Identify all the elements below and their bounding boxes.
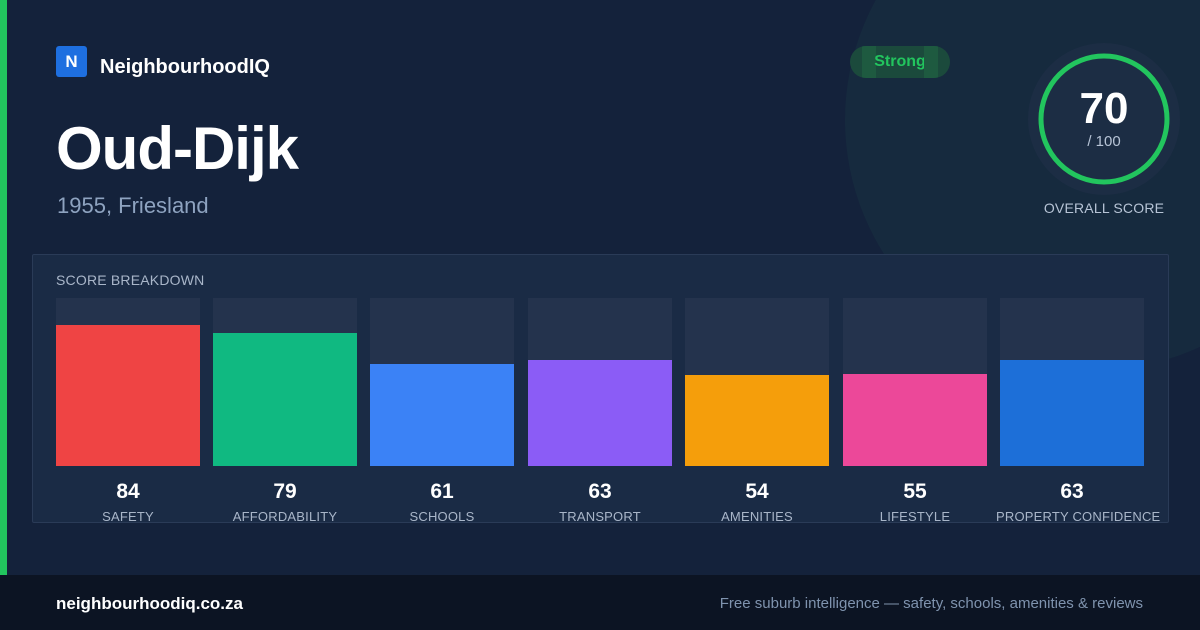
- footer: neighbourhoodiq.co.za Free suburb intell…: [0, 575, 1200, 630]
- page-title: Oud-Dijk: [56, 115, 299, 182]
- bar-fill: [685, 375, 829, 466]
- bar-value: 84: [116, 480, 140, 503]
- bar-label: LIFESTYLE: [879, 509, 951, 524]
- overall-score-value: 70: [1079, 84, 1129, 133]
- bar-track: [56, 298, 200, 466]
- bar-fill: [213, 333, 357, 466]
- bar-label: PROPERTY CONFIDENCE: [996, 509, 1161, 524]
- score-bar-property-confidence: 63 PROPERTY CONFIDENCE: [996, 298, 1160, 524]
- overall-score-max: / 100: [1087, 133, 1121, 150]
- accent-bar: [0, 0, 7, 575]
- bar-fill: [528, 360, 672, 466]
- bar-track: [843, 298, 987, 466]
- score-bar-affordability: 79 AFFORDABILITY: [213, 298, 357, 524]
- bar-fill: [843, 374, 987, 466]
- bar-value: 63: [1060, 480, 1084, 503]
- footer-tagline: Free suburb intelligence — safety, schoo…: [719, 595, 1143, 612]
- bar-value: 54: [745, 480, 769, 503]
- bar-label: AMENITIES: [721, 509, 793, 524]
- bar-fill: [1000, 360, 1144, 466]
- bar-label: AFFORDABILITY: [232, 509, 338, 524]
- bar-value: 79: [273, 480, 297, 503]
- overall-score-label: OVERALL SCORE: [1043, 200, 1165, 216]
- score-bar-lifestyle: 55 LIFESTYLE: [843, 298, 987, 524]
- bar-track: [213, 298, 357, 466]
- bar-value: 63: [588, 480, 612, 503]
- score-bar-schools: 61 SCHOOLS: [370, 298, 514, 524]
- rating-badge: Strong: [850, 46, 950, 78]
- bar-track: [1000, 298, 1144, 466]
- place-subtitle: 1955, Friesland: [57, 193, 209, 218]
- breakdown-title: SCORE BREAKDOWN: [56, 272, 205, 288]
- gauge-background: [1028, 43, 1180, 195]
- bar-track: [370, 298, 514, 466]
- gauge-arc: [1038, 53, 1170, 185]
- bar-track: [528, 298, 672, 466]
- bar-fill: [370, 364, 514, 466]
- score-breakdown-panel: SCORE BREAKDOWN 84 SAFETY 79 AFFORDABILI…: [32, 254, 1169, 524]
- bar-fill: [56, 325, 200, 466]
- brand-name[interactable]: NeighbourhoodIQ: [100, 56, 270, 78]
- rating-label: Strong: [874, 53, 926, 70]
- score-bar-transport: 63 TRANSPORT: [528, 298, 672, 524]
- overall-score-gauge: [1028, 43, 1180, 195]
- bar-track: [685, 298, 829, 466]
- bar-label: SAFETY: [102, 509, 154, 524]
- share-card: N NeighbourhoodIQ Oud-Dijk 1955, Friesla…: [0, 0, 1180, 575]
- score-bar-amenities: 54 AMENITIES: [685, 298, 829, 524]
- bar-value: 61: [430, 480, 454, 503]
- footer-domain-link[interactable]: neighbourhoodiq.co.za: [56, 594, 243, 613]
- logo-icon: N: [56, 46, 87, 77]
- bar-label: SCHOOLS: [409, 509, 475, 524]
- score-bar-safety: 84 SAFETY: [56, 298, 200, 524]
- bar-label: TRANSPORT: [559, 509, 641, 524]
- bar-value: 55: [903, 480, 927, 503]
